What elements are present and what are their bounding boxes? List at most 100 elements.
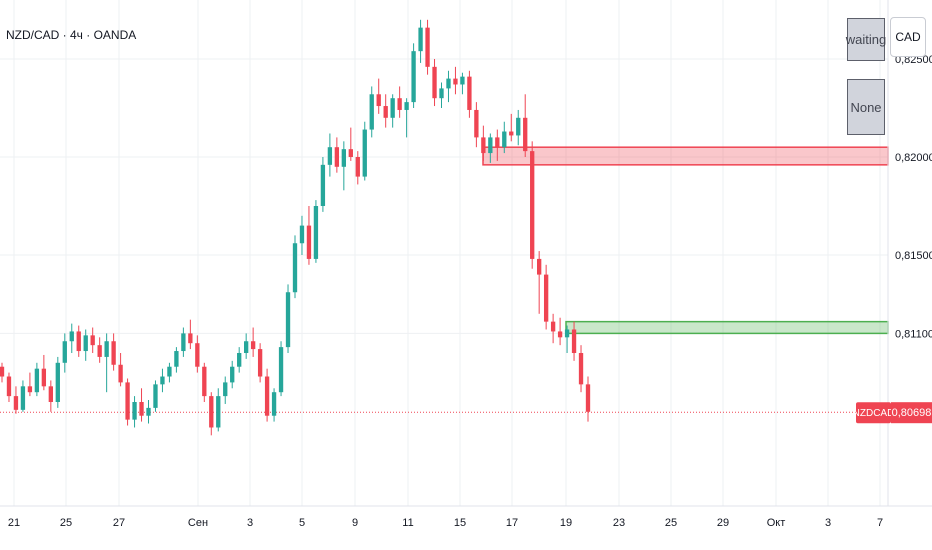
candle-body	[237, 353, 242, 367]
candle-body	[41, 368, 47, 387]
candle-body	[216, 396, 221, 428]
candle	[439, 82, 444, 108]
candle-body	[585, 384, 591, 412]
candle	[13, 386, 19, 414]
candle	[271, 388, 277, 422]
candle	[6, 372, 12, 402]
candle	[292, 235, 298, 299]
candle	[41, 354, 47, 391]
candle-body	[397, 98, 402, 110]
currency-button-label: CAD	[895, 30, 921, 44]
candle	[327, 133, 333, 177]
candle-body	[278, 347, 284, 393]
candle-body	[313, 206, 319, 259]
time-tick-label: 27	[113, 517, 125, 529]
candle	[153, 380, 158, 412]
candle-body	[571, 329, 577, 353]
candle-body	[223, 382, 228, 397]
candle-body	[146, 407, 151, 416]
candle	[104, 333, 109, 393]
candle	[34, 362, 40, 397]
candle-body	[83, 335, 88, 352]
candle-body	[327, 147, 333, 165]
candle-body	[578, 353, 584, 385]
price-badge	[891, 402, 932, 424]
candle-body	[341, 149, 346, 167]
candle	[111, 333, 116, 371]
candle-body	[20, 386, 26, 410]
time-tick-label: 23	[613, 517, 625, 529]
candle-body	[376, 94, 381, 107]
candle	[453, 66, 458, 95]
candle-body	[97, 345, 102, 357]
time-tick-label: 15	[454, 517, 466, 529]
candle-body	[244, 341, 249, 353]
candle	[216, 388, 221, 432]
candle	[146, 400, 151, 424]
candle	[62, 333, 67, 373]
candle-body	[564, 329, 570, 338]
candle	[299, 215, 305, 255]
candle-body	[557, 331, 563, 338]
candle	[334, 137, 340, 173]
candle	[404, 98, 409, 138]
candle-body	[69, 331, 74, 342]
price-badge-label: 0,80698	[892, 407, 932, 419]
candle	[390, 94, 395, 128]
candle-body	[299, 225, 305, 244]
candle-body	[125, 382, 130, 420]
candle-body	[264, 376, 270, 416]
candle-body	[550, 321, 556, 332]
time-tick-label: 19	[560, 517, 572, 529]
candle-body	[118, 364, 123, 383]
candle-body	[530, 151, 535, 259]
candle	[481, 125, 486, 161]
candle	[174, 347, 179, 373]
candle-body	[348, 149, 353, 157]
candle-body	[250, 341, 256, 350]
candle-body	[132, 402, 137, 420]
symbol-title[interactable]: NZD/CAD · 4ч · OANDA	[6, 28, 137, 42]
candle	[467, 70, 472, 118]
candle	[230, 360, 235, 389]
candle	[83, 329, 88, 361]
candle-body	[467, 76, 472, 110]
candle-body	[285, 292, 291, 348]
candle-body	[111, 341, 116, 365]
candle-body	[495, 137, 500, 148]
candle-body	[516, 117, 521, 136]
candle-body	[453, 78, 458, 85]
symbol-badge-label: NZDCAD	[853, 408, 895, 419]
candle-body	[404, 102, 409, 110]
candle	[530, 141, 535, 269]
candle-body	[425, 27, 430, 67]
time-tick-label: 3	[825, 517, 831, 529]
candle	[488, 133, 493, 163]
status-state-label: waiting	[845, 32, 887, 47]
time-tick-label: 29	[717, 517, 729, 529]
candle	[411, 43, 416, 108]
candle	[223, 376, 228, 404]
candle	[125, 378, 130, 426]
candle	[578, 345, 584, 393]
candle	[20, 380, 26, 412]
candle	[306, 206, 312, 265]
currency-button[interactable]: CAD	[890, 17, 926, 57]
candle-body	[509, 131, 514, 136]
candle-body	[446, 78, 451, 89]
candle-body	[537, 258, 542, 275]
candle-body	[390, 98, 395, 118]
candle	[48, 380, 53, 412]
candle	[474, 102, 479, 148]
candle-body	[202, 366, 207, 397]
candle	[348, 127, 353, 161]
candle-body	[432, 66, 437, 99]
candle	[313, 200, 319, 263]
price-axis: 0,82500 0,82000 0,81500 0,81100	[887, 0, 932, 506]
candle-body	[188, 333, 193, 344]
candle-body	[13, 396, 19, 410]
candle-body	[104, 341, 109, 357]
candle-body	[139, 402, 144, 416]
candle	[557, 317, 563, 346]
